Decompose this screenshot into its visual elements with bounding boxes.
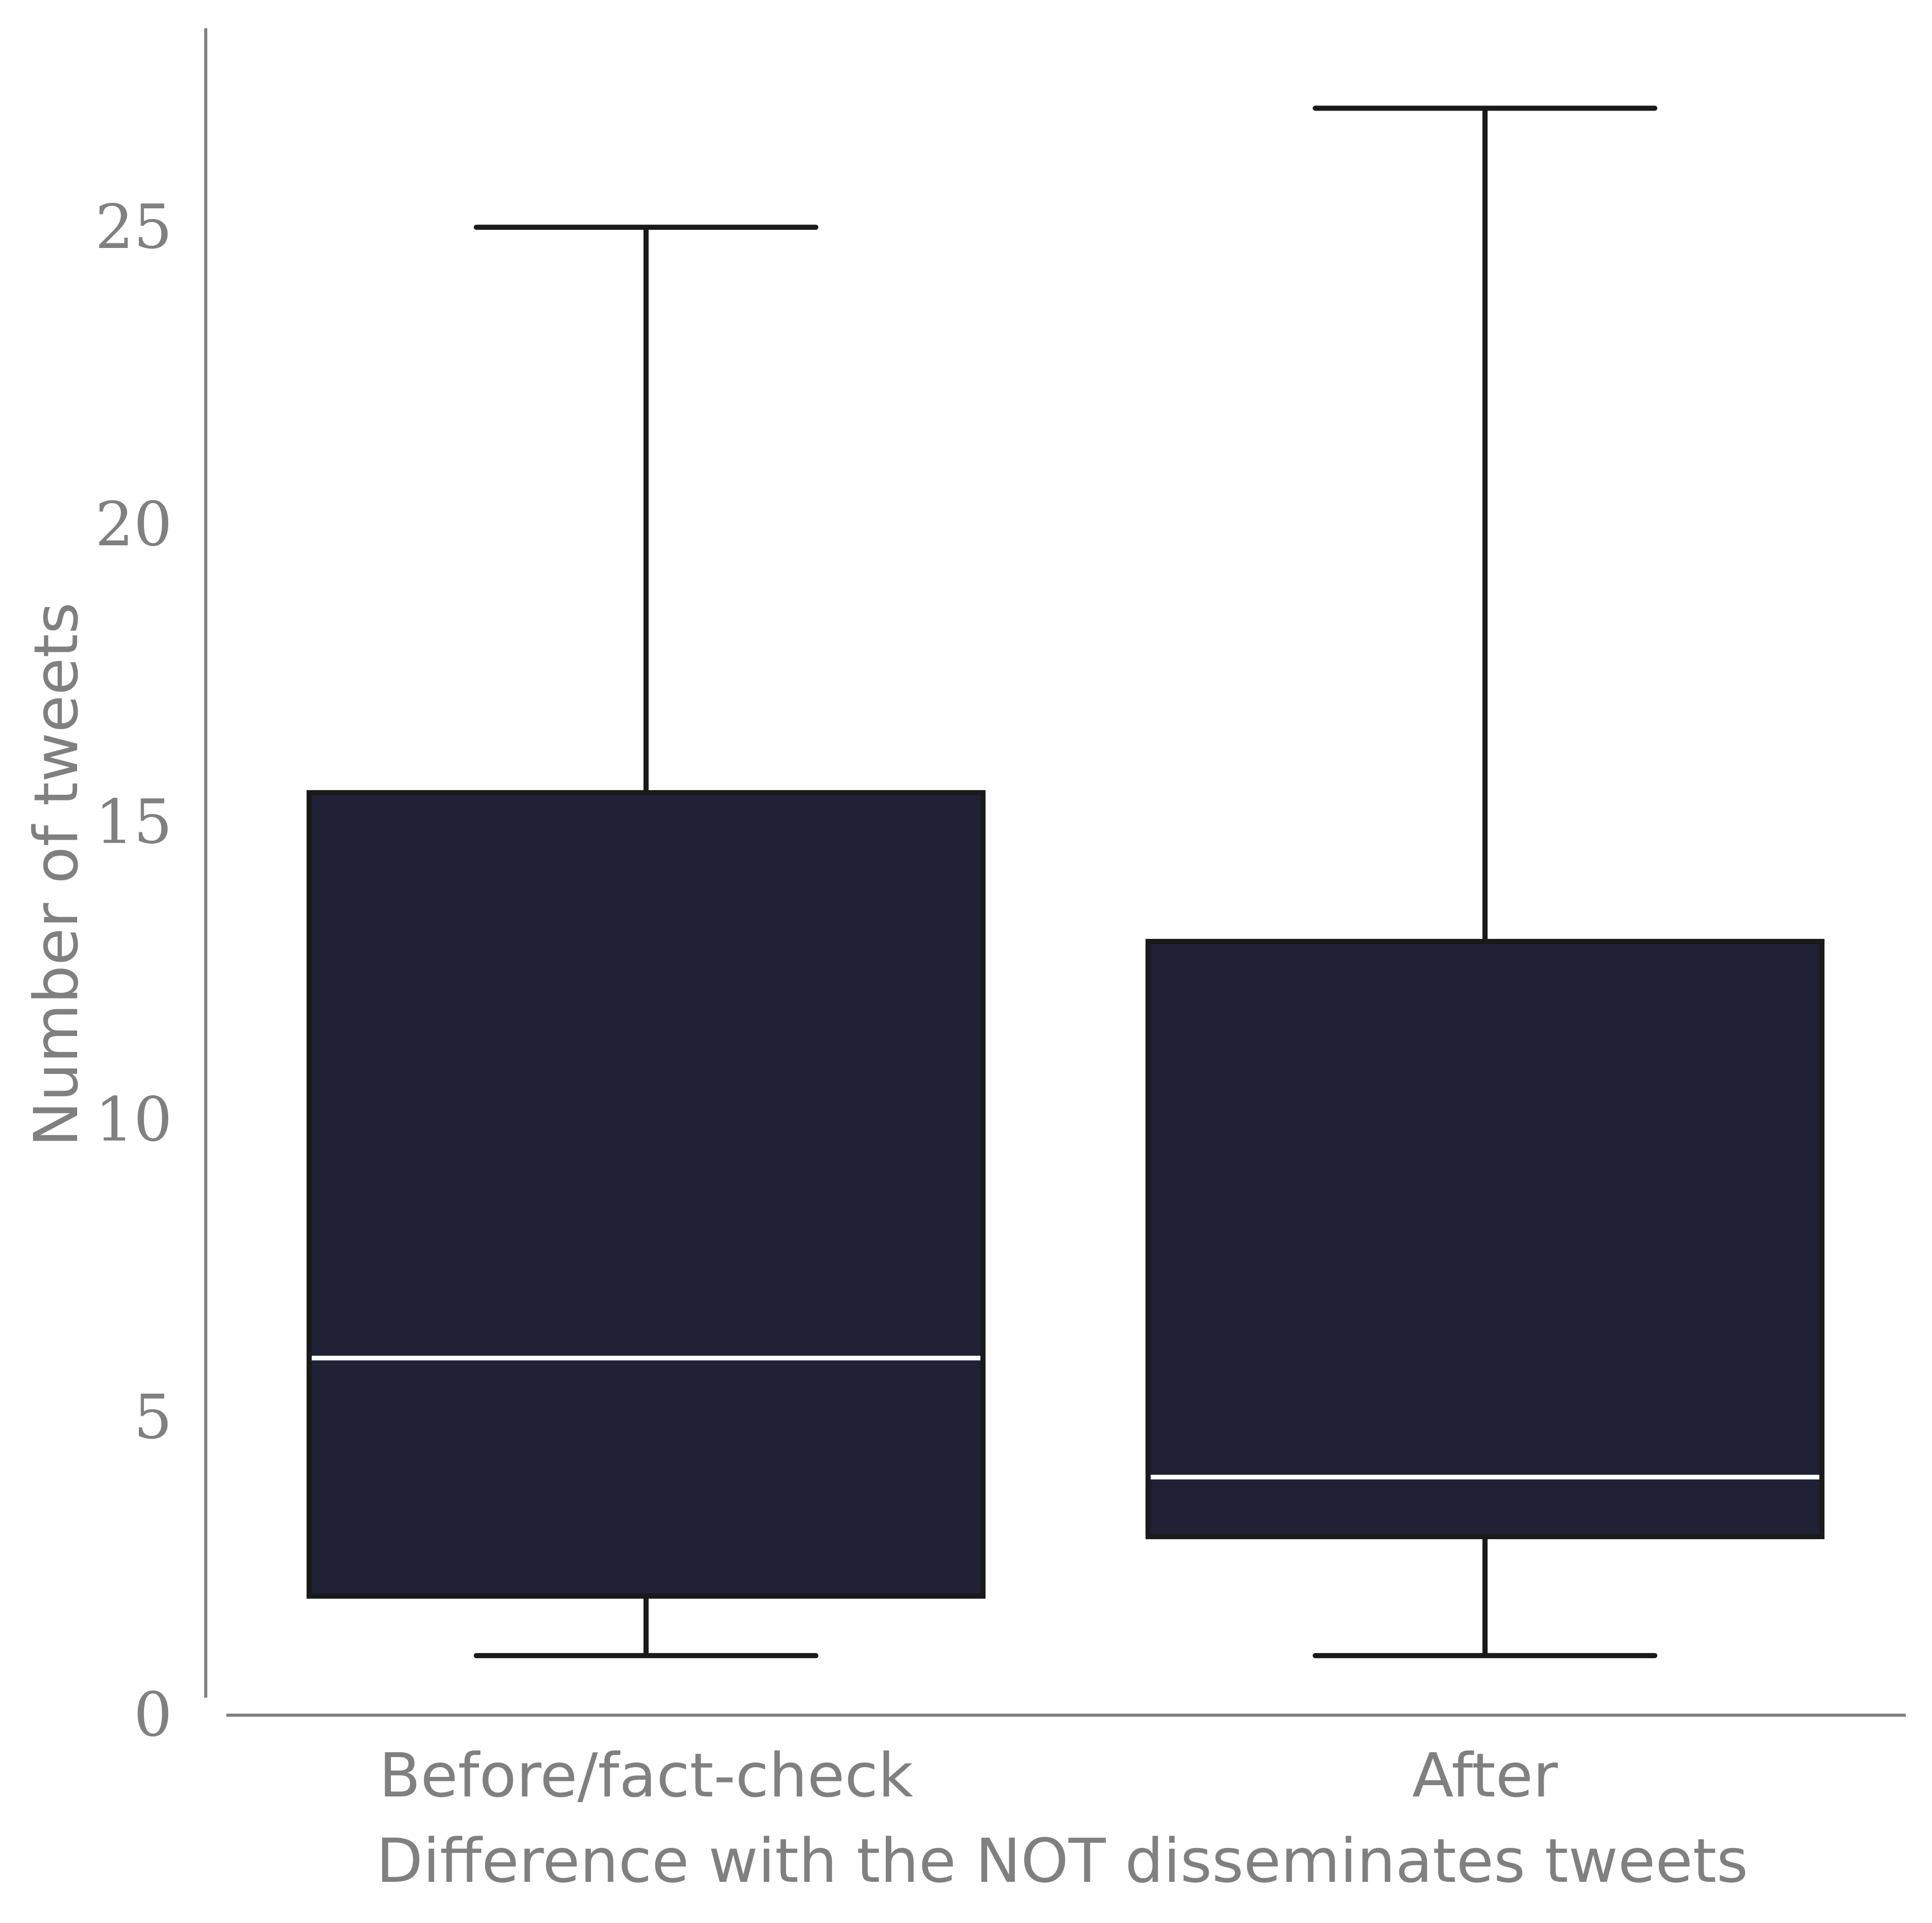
x-tick-label: After [1412,1740,1558,1811]
box-group [307,224,986,1659]
y-tick-label: 0 [134,1679,172,1750]
y-tick-label: 25 [95,191,172,262]
y-tick-label: 20 [95,489,172,560]
y-tick-label: 10 [95,1084,172,1155]
x-axis-title: Difference with the NOT disseminates twe… [376,1825,1748,1896]
y-tick-label: 5 [134,1382,172,1453]
y-tick-label: 15 [95,787,172,858]
y-axis-title: Number of tweets [21,602,92,1147]
box-group [1146,105,1824,1659]
x-tick-labels: Before/fact-check After [379,1740,1558,1811]
x-tick-label: Before/fact-check [379,1740,914,1811]
axes [204,28,1906,1717]
iqr-box [307,790,986,1599]
y-tick-labels: 0 5 10 15 20 25 [95,191,172,1750]
iqr-box [1146,939,1824,1539]
boxes [307,105,1824,1659]
